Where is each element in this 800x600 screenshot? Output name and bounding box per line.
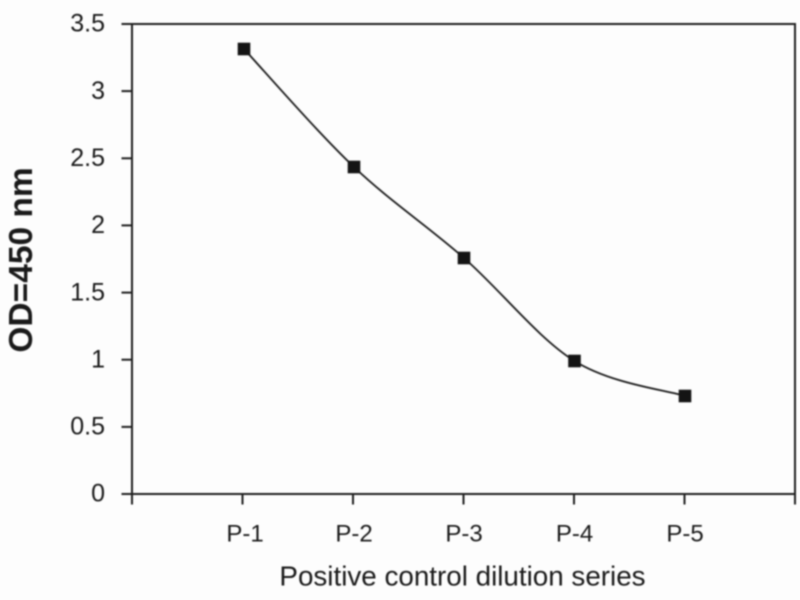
svg-text:Positive control dilution seri: Positive control dilution series (279, 561, 645, 592)
svg-text:1.5: 1.5 (70, 278, 105, 306)
svg-text:P-2: P-2 (335, 521, 372, 548)
svg-text:P-3: P-3 (445, 521, 482, 548)
svg-text:0.5: 0.5 (70, 413, 105, 441)
svg-text:OD=450 nm: OD=450 nm (3, 167, 40, 352)
svg-text:3.5: 3.5 (70, 10, 105, 38)
svg-text:1: 1 (91, 345, 105, 373)
svg-text:2.5: 2.5 (70, 144, 105, 172)
svg-text:P-1: P-1 (226, 521, 263, 548)
svg-text:2: 2 (91, 211, 105, 239)
svg-text:0: 0 (91, 480, 105, 508)
svg-text:3: 3 (91, 77, 105, 105)
svg-text:P-5: P-5 (666, 521, 703, 548)
svg-text:P-4: P-4 (556, 521, 593, 548)
